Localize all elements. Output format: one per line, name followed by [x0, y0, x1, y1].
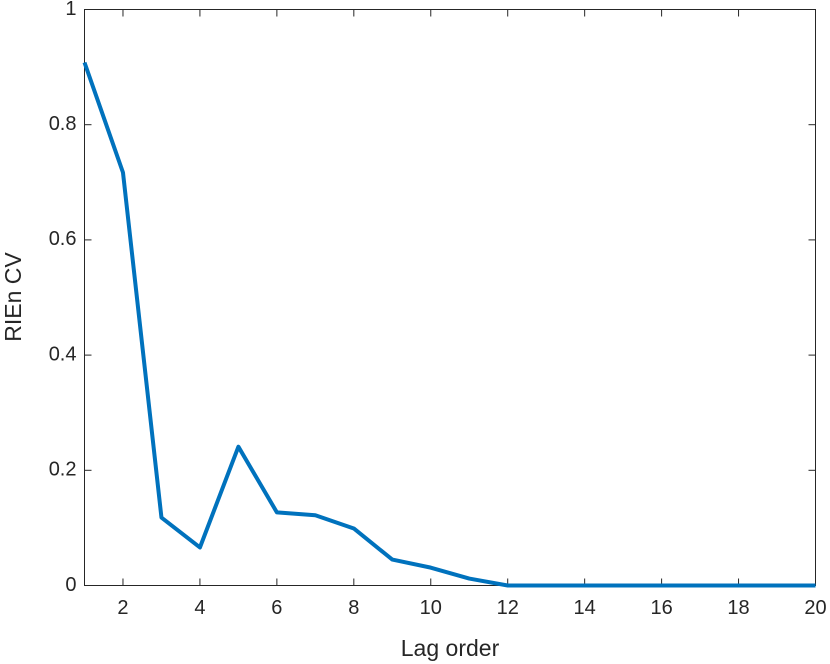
y-tick-label: 0	[65, 574, 76, 596]
data-line	[82, 61, 816, 588]
y-tick-label: 0.8	[49, 113, 77, 135]
x-tick-label: 4	[194, 597, 205, 619]
x-tick-label: 10	[420, 597, 442, 619]
x-axis-label: Lag order	[401, 635, 500, 661]
y-tick-label: 0.6	[49, 228, 77, 250]
x-tick-label: 14	[574, 597, 596, 619]
x-tick-label: 2	[117, 597, 128, 619]
x-tick-label: 20	[804, 597, 826, 619]
x-tick-label: 6	[271, 597, 282, 619]
y-axis-label: RIEn CV	[0, 252, 26, 342]
x-tick-label: 8	[348, 597, 359, 619]
y-tick-label: 1	[65, 0, 76, 20]
y-tick-label: 0.2	[49, 459, 77, 481]
x-tick-label: 12	[497, 597, 519, 619]
axes-box	[84, 9, 816, 586]
x-tick-label: 18	[727, 597, 749, 619]
y-tick-label: 0.4	[49, 343, 77, 365]
x-tick-label: 16	[650, 597, 672, 619]
